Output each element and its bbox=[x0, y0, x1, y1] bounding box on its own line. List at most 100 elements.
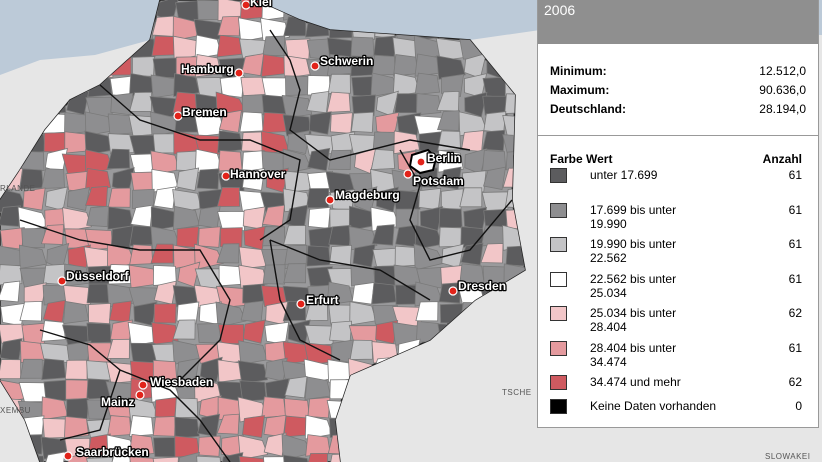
stat-value: 12.512,0 bbox=[759, 64, 806, 78]
city-dot-hamburg[interactable] bbox=[234, 68, 244, 78]
district-cell bbox=[199, 356, 223, 383]
country-label-czech: TSCHE bbox=[502, 388, 532, 397]
district-cell bbox=[217, 130, 244, 154]
district-cell bbox=[197, 205, 221, 229]
class-label: 17.699 bis unter 19.990 bbox=[590, 202, 677, 231]
district-cell bbox=[351, 282, 375, 305]
legend-rows: unter 17.699 61 17.699 bis unter 19.990 … bbox=[538, 166, 818, 423]
district-cell bbox=[459, 187, 483, 208]
district-cell bbox=[87, 433, 111, 457]
city-dot-schwerin[interactable] bbox=[310, 61, 320, 71]
color-swatch bbox=[550, 271, 567, 287]
legend-row[interactable]: 19.990 bis unter 22.562 61 bbox=[550, 237, 802, 272]
district-cell bbox=[215, 301, 247, 328]
district-cell bbox=[67, 187, 90, 211]
district-cell bbox=[153, 437, 178, 458]
city-label-magdeburg: Magdeburg bbox=[335, 188, 400, 202]
stat-label: Minimum: bbox=[550, 64, 607, 78]
city-dot-mainz[interactable] bbox=[135, 390, 145, 400]
district-cell bbox=[152, 456, 179, 462]
district-cell bbox=[175, 150, 199, 172]
legend-row[interactable]: 34.474 und mehr 62 bbox=[550, 375, 802, 399]
district-cell bbox=[237, 434, 269, 461]
city-label-saarbruecken: Saarbrücken bbox=[76, 445, 149, 459]
district-cell bbox=[307, 206, 331, 229]
header-color-value: Farbe Wert bbox=[550, 152, 613, 166]
district-cell bbox=[240, 300, 264, 323]
district-cell bbox=[284, 375, 308, 399]
district-cell bbox=[195, 54, 222, 78]
city-dot-wiesbaden[interactable] bbox=[138, 380, 148, 390]
stat-label: Deutschland: bbox=[550, 102, 627, 116]
country-label-slovakia: SLOWAKEI bbox=[765, 452, 811, 461]
city-label-schwerin: Schwerin bbox=[320, 54, 373, 68]
district-cell bbox=[172, 319, 196, 340]
legend-row[interactable]: 22.562 bis unter 25.034 61 bbox=[550, 271, 802, 307]
district-cell bbox=[304, 300, 329, 322]
stat-value: 28.194,0 bbox=[759, 102, 806, 116]
district-cell bbox=[129, 91, 152, 112]
city-dot-kiel[interactable] bbox=[241, 0, 251, 10]
color-swatch bbox=[550, 202, 567, 218]
district-cell bbox=[176, 167, 200, 192]
district-cell bbox=[65, 379, 89, 400]
district-cell bbox=[262, 112, 287, 134]
district-cell bbox=[242, 206, 266, 230]
city-dot-dresden[interactable] bbox=[448, 286, 458, 296]
district-cell bbox=[350, 111, 374, 133]
legend-row[interactable]: 28.404 bis unter 34.474 61 bbox=[550, 340, 802, 376]
district-cell bbox=[261, 54, 287, 77]
class-count: 61 bbox=[788, 271, 802, 286]
city-label-duesseldorf: Düsseldorf bbox=[66, 269, 130, 283]
district-cell bbox=[62, 300, 90, 325]
district-cell bbox=[108, 300, 132, 323]
district-cell bbox=[196, 455, 222, 462]
district-cell bbox=[240, 76, 266, 97]
stat-germany: Deutschland: 28.194,0 bbox=[550, 102, 806, 121]
legend-row[interactable]: 17.699 bis unter 19.990 61 bbox=[550, 202, 802, 238]
district-cell bbox=[261, 396, 287, 419]
district-cell bbox=[437, 149, 464, 173]
city-label-erfurt: Erfurt bbox=[306, 293, 339, 307]
district-cell bbox=[66, 397, 90, 420]
district-cell bbox=[480, 243, 504, 264]
city-dot-potsdam[interactable] bbox=[403, 169, 413, 179]
district-cell bbox=[304, 453, 328, 462]
district-cell bbox=[483, 166, 507, 191]
legend-row[interactable]: Keine Daten vorhanden 0 bbox=[550, 399, 802, 423]
legend-row[interactable]: 25.034 bis unter 28.404 62 bbox=[550, 306, 802, 341]
country-label-luxembourg: XEMBU bbox=[0, 406, 31, 415]
district-cell bbox=[153, 186, 177, 210]
city-dot-erfurt[interactable] bbox=[296, 299, 306, 309]
district-cell bbox=[285, 75, 309, 96]
district-cell bbox=[216, 34, 243, 58]
district-cell bbox=[438, 226, 463, 248]
district-cell bbox=[197, 323, 222, 344]
district-cell bbox=[109, 451, 132, 462]
class-label: unter 17.699 bbox=[590, 168, 658, 182]
district-cell bbox=[152, 264, 177, 286]
city-dot-bremen[interactable] bbox=[173, 111, 183, 121]
city-dot-duesseldorf[interactable] bbox=[57, 276, 67, 286]
district-cell bbox=[349, 339, 373, 360]
district-cell bbox=[370, 148, 396, 171]
district-cell bbox=[414, 72, 441, 96]
color-swatch bbox=[550, 168, 567, 183]
city-dot-saarbruecken[interactable] bbox=[63, 451, 73, 461]
city-dot-berlin[interactable] bbox=[416, 157, 426, 167]
class-label: 25.034 bis unter 28.404 bbox=[590, 306, 677, 334]
district-cell bbox=[436, 55, 466, 80]
district-cell bbox=[307, 396, 331, 419]
city-dot-magdeburg[interactable] bbox=[325, 195, 335, 205]
city-dot-hannover[interactable] bbox=[221, 171, 231, 181]
district-cell bbox=[351, 94, 376, 116]
district-cell bbox=[62, 207, 92, 232]
district-cell bbox=[284, 244, 308, 266]
color-swatch bbox=[550, 340, 567, 356]
city-dots bbox=[57, 0, 458, 461]
district-cell bbox=[86, 283, 110, 304]
district-cell bbox=[197, 435, 221, 457]
legend-row[interactable]: unter 17.699 61 bbox=[550, 168, 802, 203]
district-cell bbox=[283, 54, 311, 79]
district-cell bbox=[241, 53, 265, 77]
